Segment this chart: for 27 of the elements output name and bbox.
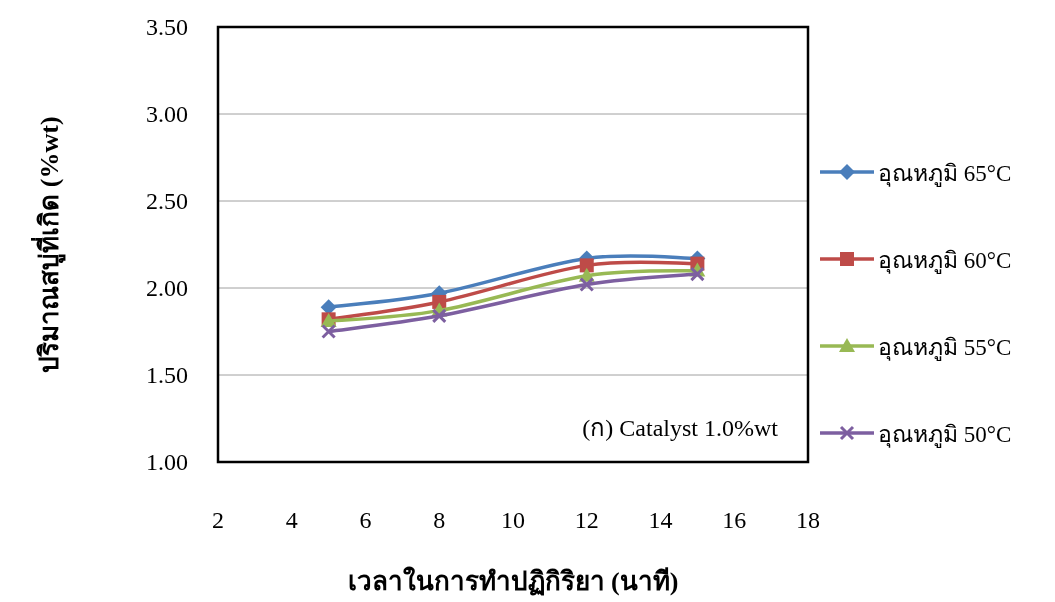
point (689, 266, 705, 282)
point (321, 324, 337, 339)
x-tick-label: 6 (359, 507, 372, 533)
x-tick-label: 8 (433, 507, 446, 533)
legend-label: อุณหภูมิ 55°C (878, 335, 1012, 361)
legend-label: อุณหภูมิ 60°C (878, 248, 1012, 274)
y-tick-label: 2.00 (146, 275, 188, 301)
y-tick-label: 1.00 (146, 449, 188, 475)
x-tick-label: 18 (796, 507, 820, 533)
y-tick-label: 1.50 (146, 362, 188, 388)
y-tick-label: 3.50 (146, 14, 188, 40)
x-axis-title: เวลาในการทำปฏิกิริยา (นาที) (347, 566, 679, 596)
x-tick-label: 4 (285, 507, 298, 533)
legend-label: อุณหภูมิ 65°C (878, 161, 1012, 187)
x-tick-label: 12 (574, 507, 599, 533)
point (579, 277, 595, 293)
y-tick-label: 2.50 (146, 188, 188, 214)
x-tick-label: 16 (722, 507, 747, 533)
y-axis-title: ปริมาณสบู่ที่เกิด (%wt) (30, 116, 66, 373)
legend-label: อุณหภูมิ 50°C (878, 422, 1012, 448)
point (431, 308, 447, 324)
x-tick-label: 14 (648, 507, 673, 533)
x-tick-label: 10 (501, 507, 525, 533)
point (579, 258, 594, 273)
x-tick-label: 2 (212, 507, 224, 533)
y-tick-label: 3.00 (146, 101, 188, 127)
annotation: (ก) Catalyst 1.0%wt (582, 415, 779, 441)
